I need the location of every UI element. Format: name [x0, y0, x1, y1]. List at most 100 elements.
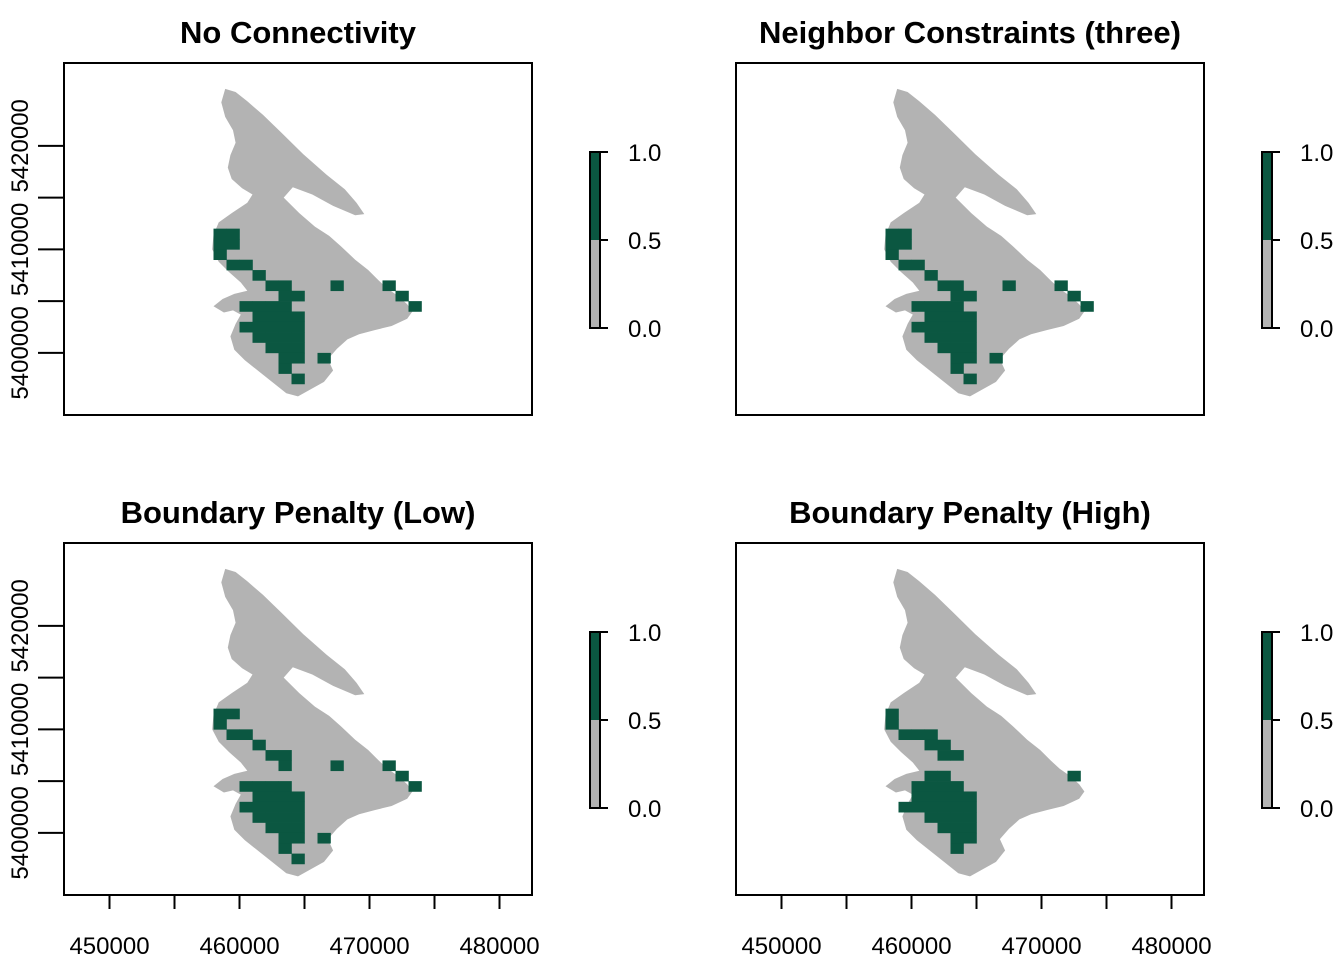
y-tick-label: 5410000 — [7, 683, 34, 776]
selected-planning-unit — [278, 332, 292, 343]
selected-planning-unit — [1067, 770, 1081, 782]
selected-planning-unit — [937, 739, 951, 751]
legend-tick-label: 0.0 — [628, 316, 661, 343]
panel-title: Neighbor Constraints (three) — [759, 15, 1181, 50]
selected-planning-unit — [239, 259, 253, 271]
selected-planning-unit — [924, 801, 938, 813]
selected-planning-unit — [1080, 301, 1094, 312]
selected-planning-unit — [278, 791, 292, 803]
legend-colorbar: 0.0 0.5 1.0 — [1261, 140, 1333, 343]
selected-planning-unit — [317, 832, 331, 844]
map-panel-1: No Connectivity5400000541000054200000.00… — [7, 15, 661, 416]
selected-planning-unit — [265, 822, 279, 834]
selected-planning-unit — [382, 280, 396, 292]
selected-planning-unit — [937, 301, 951, 312]
selected-planning-unit — [898, 239, 912, 250]
legend-tick-label: 0.5 — [1300, 228, 1333, 255]
selected-planning-unit — [239, 781, 253, 792]
selected-planning-unit — [265, 750, 279, 761]
legend-swatch — [590, 240, 600, 328]
selected-planning-unit — [278, 301, 292, 312]
selected-planning-unit — [278, 801, 292, 813]
selected-planning-unit — [911, 801, 925, 813]
selected-planning-unit — [950, 822, 964, 834]
selected-planning-unit — [963, 290, 977, 302]
selected-planning-unit — [963, 342, 977, 354]
selected-planning-unit — [950, 280, 964, 292]
selected-planning-unit — [252, 791, 266, 803]
selected-planning-unit — [950, 342, 964, 354]
panel-title: Boundary Penalty (Low) — [121, 495, 476, 530]
selected-planning-unit — [291, 332, 305, 343]
panel-title: Boundary Penalty (High) — [789, 495, 1151, 530]
selected-planning-unit — [950, 781, 964, 792]
legend-swatch — [1262, 152, 1272, 240]
selected-planning-unit — [950, 843, 964, 854]
selected-planning-unit — [950, 352, 964, 364]
y-tick-label: 5420000 — [7, 579, 34, 672]
planning-area-shape — [884, 568, 1085, 877]
selected-planning-unit — [291, 373, 305, 385]
selected-planning-unit — [924, 739, 938, 751]
selected-planning-unit — [963, 311, 977, 323]
selected-planning-unit — [278, 290, 292, 302]
selected-planning-unit — [924, 332, 938, 343]
selected-planning-unit — [265, 791, 279, 803]
legend-colorbar: 0.0 0.5 1.0 — [589, 140, 661, 343]
selected-planning-unit — [239, 301, 253, 312]
selected-planning-unit — [937, 750, 951, 761]
selected-planning-unit — [950, 750, 964, 761]
selected-planning-unit — [317, 352, 331, 364]
legend-tick-label: 1.0 — [628, 620, 661, 647]
y-tick-label: 5400000 — [7, 786, 34, 879]
selected-planning-unit — [937, 812, 951, 823]
selected-planning-unit — [265, 801, 279, 813]
selected-planning-unit — [252, 781, 266, 792]
legend-swatch — [1262, 720, 1272, 808]
selected-planning-unit — [950, 801, 964, 813]
selected-planning-unit — [252, 311, 266, 323]
legend-swatch — [590, 720, 600, 808]
selected-planning-unit — [950, 290, 964, 302]
selected-planning-unit — [291, 812, 305, 823]
plot-frame — [735, 542, 1205, 896]
selected-planning-unit — [937, 342, 951, 354]
selected-planning-unit — [924, 311, 938, 323]
selected-planning-unit — [291, 801, 305, 813]
x-tick-label: 470000 — [329, 933, 409, 960]
selected-planning-unit — [1002, 280, 1016, 292]
x-tick-label: 480000 — [459, 933, 539, 960]
selected-planning-unit — [937, 801, 951, 813]
selected-planning-unit — [395, 290, 409, 302]
selected-planning-unit — [963, 373, 977, 385]
selected-planning-unit — [239, 321, 253, 333]
selected-planning-unit — [408, 301, 422, 312]
selected-planning-unit — [382, 760, 396, 772]
selected-planning-unit — [963, 791, 977, 803]
selected-planning-unit — [291, 791, 305, 803]
selected-planning-unit — [989, 352, 1003, 364]
selected-planning-unit — [950, 363, 964, 374]
selected-planning-unit — [291, 853, 305, 865]
planning-area-shape — [212, 88, 413, 397]
legend-swatch — [1262, 632, 1272, 720]
legend-swatch — [590, 632, 600, 720]
legend-swatch — [590, 152, 600, 240]
selected-planning-unit — [924, 770, 938, 782]
selected-planning-unit — [265, 342, 279, 354]
selected-planning-unit — [291, 352, 305, 364]
x-tick-label: 470000 — [1001, 933, 1081, 960]
selected-planning-unit — [924, 729, 938, 741]
x-tick-label: 460000 — [871, 933, 951, 960]
selected-planning-unit — [963, 801, 977, 813]
legend-tick-label: 0.5 — [1300, 708, 1333, 735]
x-tick-label: 450000 — [69, 933, 149, 960]
selected-planning-unit — [950, 332, 964, 343]
selected-planning-unit — [924, 791, 938, 803]
selected-planning-unit — [226, 708, 240, 720]
legend-tick-label: 0.5 — [628, 708, 661, 735]
selected-planning-unit — [291, 822, 305, 834]
selected-planning-unit — [963, 321, 977, 333]
selected-planning-unit — [239, 801, 253, 813]
